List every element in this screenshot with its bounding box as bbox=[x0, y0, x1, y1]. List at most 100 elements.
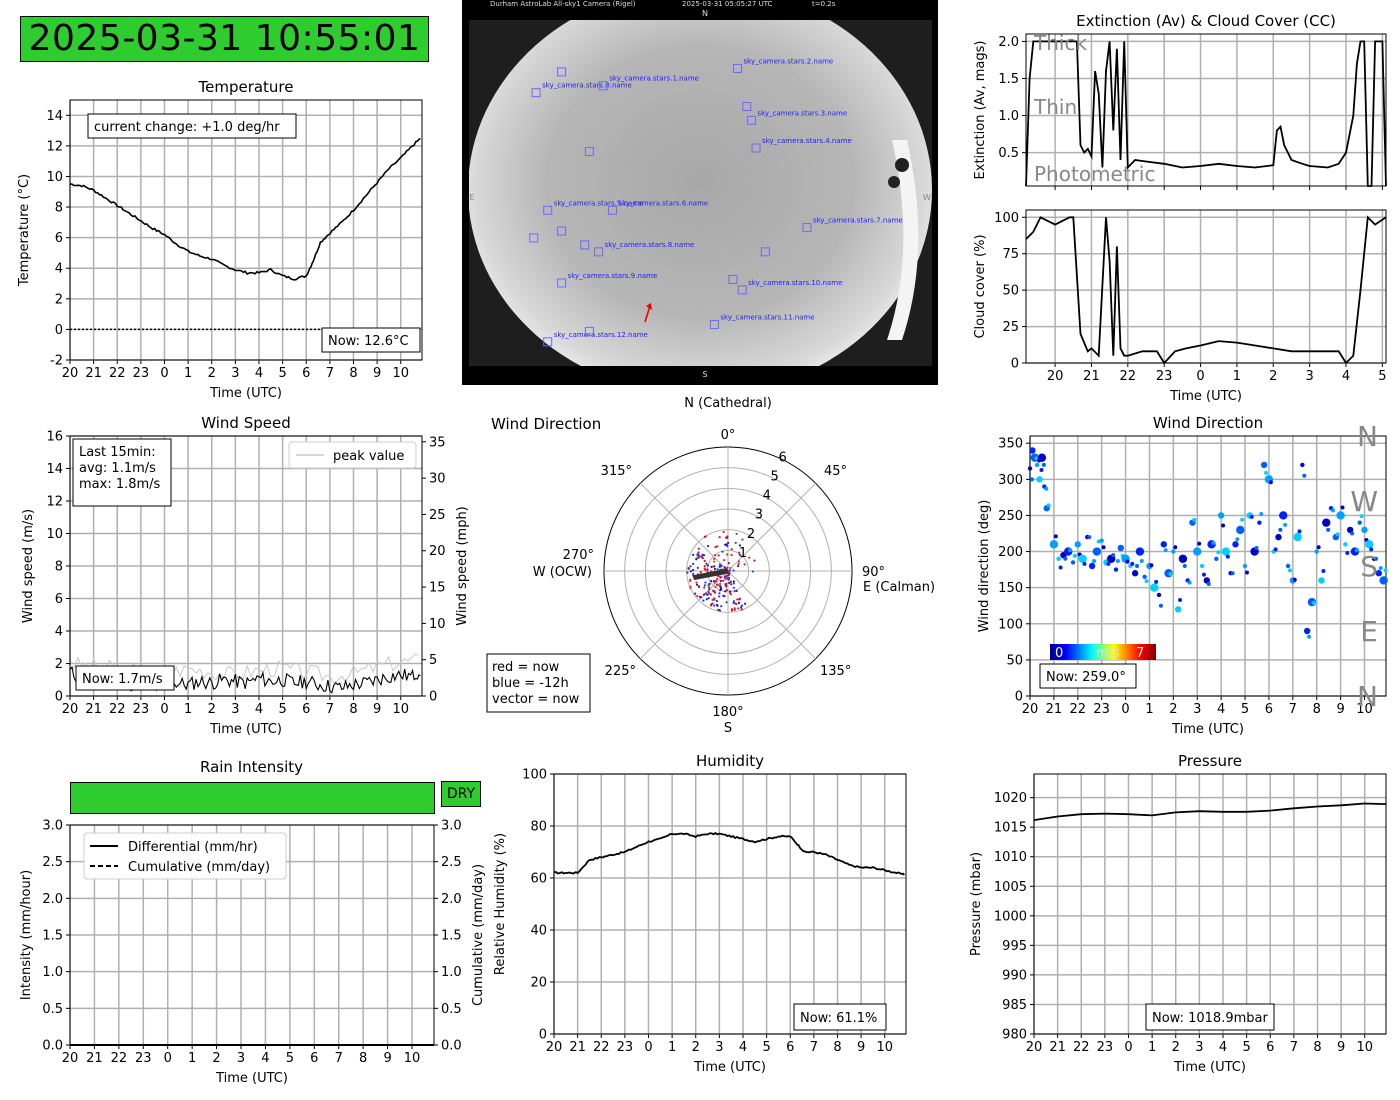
wind-sample-point bbox=[697, 554, 700, 557]
x-tick-label: 7 bbox=[335, 1051, 343, 1066]
x-tick-label: 22 bbox=[109, 366, 126, 381]
x-axis-label: Time (UTC) bbox=[215, 1071, 288, 1086]
x-tick-label: 5 bbox=[1242, 1040, 1250, 1055]
y-tick-label: 1000 bbox=[994, 909, 1027, 924]
x-tick-label: 5 bbox=[1378, 369, 1386, 384]
y-axis-label: Wind speed (m/s) bbox=[21, 509, 36, 623]
y-tick-label: 990 bbox=[1002, 968, 1027, 983]
wind-sample-point bbox=[734, 602, 737, 605]
wind-direction-point bbox=[1187, 580, 1192, 585]
wind-sample-point bbox=[704, 581, 707, 584]
y-tick-label-right: 10 bbox=[429, 617, 446, 632]
star-marker bbox=[580, 240, 590, 250]
polar-legend-line: vector = now bbox=[492, 692, 580, 707]
x-tick-label: 21 bbox=[1083, 369, 1100, 384]
x-tick-label: 2 bbox=[1269, 369, 1277, 384]
x-tick-label: 1 bbox=[668, 1040, 676, 1055]
wind-direction-point bbox=[1292, 577, 1297, 582]
x-tick-label: 21 bbox=[85, 366, 102, 381]
y-axis-label: Intensity (mm/hour) bbox=[19, 870, 34, 1000]
wind-direction-point bbox=[1078, 554, 1087, 563]
y-tick-label: 995 bbox=[1002, 939, 1027, 954]
y-tick-label: 10 bbox=[46, 527, 63, 542]
wind-sample-point bbox=[717, 554, 720, 557]
y-tick-label: 6 bbox=[55, 231, 63, 246]
wind-sample-point bbox=[724, 582, 727, 586]
wind-sample-point bbox=[702, 599, 705, 602]
star-label: sky_camera.stars.1.name bbox=[609, 75, 699, 83]
x-tick-label: 23 bbox=[1156, 369, 1173, 384]
star-label: sky_camera.stars.7.name bbox=[813, 217, 903, 225]
legend-box bbox=[288, 441, 417, 469]
wind-direction-point bbox=[1260, 461, 1268, 469]
wind-sample-point bbox=[707, 586, 711, 589]
wind-sample-point bbox=[718, 592, 721, 595]
wind-sample-point bbox=[721, 550, 724, 553]
wind-direction-point bbox=[1199, 563, 1205, 569]
polar-angle-label: 180° bbox=[712, 705, 743, 720]
wind-sample-point bbox=[737, 601, 741, 605]
y-tick-label: 50 bbox=[1006, 653, 1023, 668]
wind-sample-point bbox=[722, 530, 725, 534]
x-tick-label: 1 bbox=[184, 366, 192, 381]
chart-title: Wind Direction bbox=[1153, 414, 1263, 432]
wind-sample-point bbox=[726, 536, 729, 539]
wind-sample-point bbox=[730, 583, 733, 586]
wind-direction-point bbox=[1099, 538, 1104, 543]
y-tick-label: 1.5 bbox=[42, 929, 63, 944]
x-tick-label: 6 bbox=[302, 702, 310, 717]
wind-direction-point bbox=[1307, 634, 1312, 639]
x-tick-label: 1 bbox=[1148, 1040, 1156, 1055]
star-label: sky_camera.stars.3.name bbox=[757, 109, 847, 117]
y-tick-label: 0 bbox=[1011, 357, 1019, 372]
wind-sample-point bbox=[730, 609, 734, 612]
wind-sample-point bbox=[714, 585, 717, 589]
wind-sample-point bbox=[719, 585, 722, 589]
chart-title: Humidity bbox=[696, 752, 764, 770]
y-tick-label: 0 bbox=[55, 323, 63, 338]
x-tick-label: 2 bbox=[1172, 1040, 1180, 1055]
y-tick-label: 75 bbox=[1002, 247, 1019, 262]
tree-silhouette bbox=[895, 158, 909, 172]
star-marker bbox=[543, 205, 553, 215]
y-tick-label-right: 1.5 bbox=[441, 929, 462, 944]
wind-sample-point bbox=[732, 580, 735, 583]
wind-direction-point bbox=[1046, 503, 1051, 508]
wind-sample-point bbox=[738, 597, 742, 600]
compass-south-label: S bbox=[724, 721, 732, 736]
y-tick-label: 0.0 bbox=[42, 1039, 63, 1054]
compass-label: S bbox=[1360, 550, 1378, 583]
y-tick-label: 3.0 bbox=[42, 819, 63, 834]
rain-title: Rain Intensity bbox=[199, 758, 303, 776]
wind-sample-point bbox=[743, 563, 746, 566]
wind-sample-point bbox=[729, 593, 732, 596]
wind-direction-point bbox=[1131, 570, 1139, 577]
star-marker bbox=[584, 326, 594, 336]
chart-title: Temperature bbox=[197, 78, 293, 96]
y-tick-label-right: 25 bbox=[429, 508, 446, 523]
y-tick-label: 0.5 bbox=[42, 1002, 63, 1017]
compass-north-label: N (Cathedral) bbox=[684, 396, 772, 411]
x-tick-label: 8 bbox=[349, 366, 357, 381]
wind-direction-point bbox=[1174, 606, 1182, 613]
wind-sample-point bbox=[733, 607, 736, 610]
y-tick-label: 12 bbox=[46, 495, 63, 510]
x-tick-label: 2 bbox=[1169, 702, 1177, 717]
wind-sample-point bbox=[726, 544, 729, 548]
wind-sample-point bbox=[728, 590, 732, 593]
x-tick-label: 9 bbox=[1336, 702, 1344, 717]
temperature-now-label-box bbox=[321, 327, 421, 353]
wind-direction-point bbox=[1330, 508, 1335, 513]
wind-sample-point bbox=[697, 585, 701, 589]
wind-sample-point bbox=[728, 569, 731, 572]
y-tick-label: 4 bbox=[55, 262, 63, 277]
polar-spoke bbox=[639, 570, 729, 660]
wind-direction-point bbox=[1092, 547, 1102, 556]
star-label: sky_camera.stars.9.name bbox=[568, 272, 658, 280]
wind-direction-point bbox=[1214, 556, 1219, 561]
wind-sample-point bbox=[737, 564, 740, 568]
x-tick-label: 21 bbox=[85, 702, 102, 717]
wind-sample-point bbox=[689, 586, 692, 590]
x-tick-label: 5 bbox=[762, 1040, 770, 1055]
wind-sample-point bbox=[696, 566, 699, 569]
